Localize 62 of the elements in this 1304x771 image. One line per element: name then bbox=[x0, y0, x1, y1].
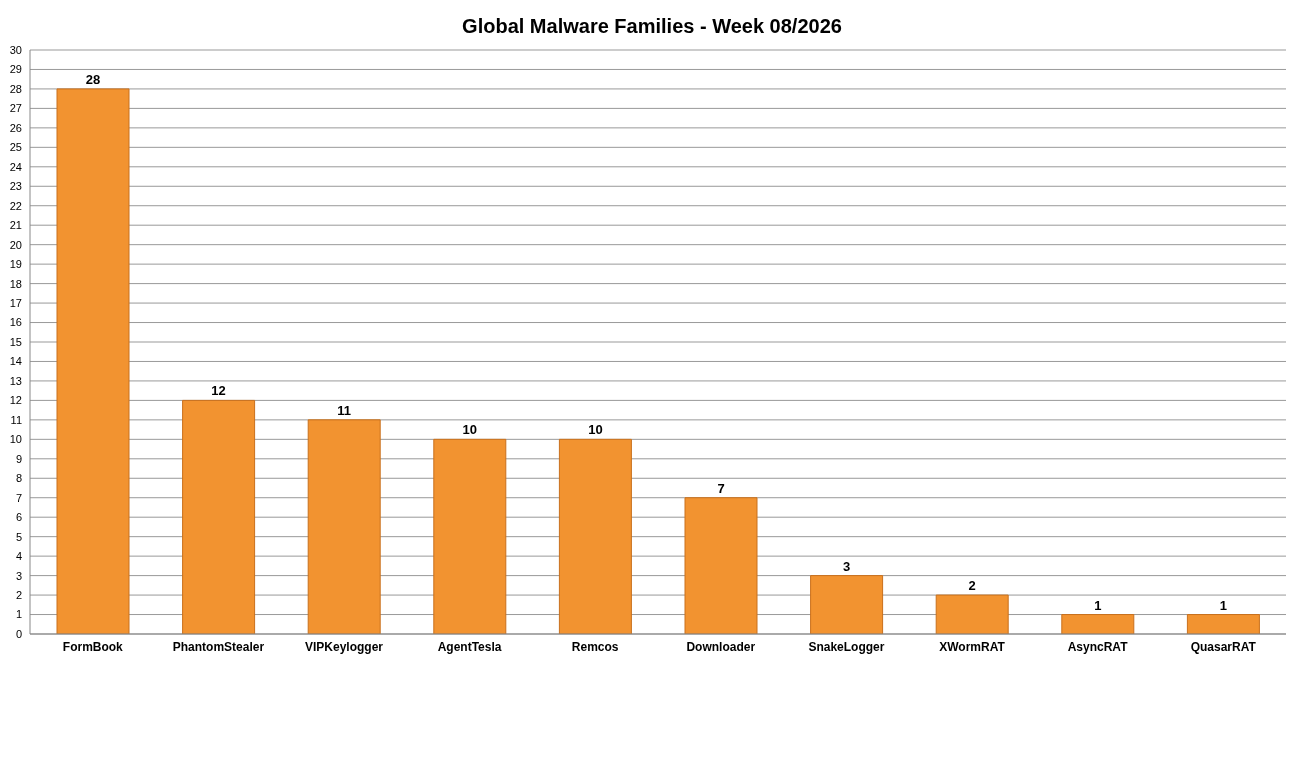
y-tick-label: 30 bbox=[9, 43, 22, 56]
x-tick-label: Remcos bbox=[571, 639, 619, 654]
y-tick-label: 18 bbox=[9, 277, 22, 290]
y-tick-label: 2 bbox=[15, 588, 22, 601]
bar bbox=[1061, 614, 1135, 634]
x-tick-label: VIPKeylogger bbox=[304, 639, 384, 654]
y-tick-label: 1 bbox=[15, 608, 22, 621]
bar bbox=[182, 399, 256, 634]
y-tick-label: 7 bbox=[15, 491, 22, 504]
y-tick-label: 8 bbox=[15, 472, 22, 485]
data-label: 3 bbox=[842, 558, 851, 574]
y-tick-label: 0 bbox=[15, 627, 22, 640]
data-label: 1 bbox=[1094, 597, 1102, 613]
y-tick-label: 14 bbox=[9, 355, 22, 368]
x-tick-label: XWormRAT bbox=[939, 639, 1006, 654]
y-tick-label: 12 bbox=[9, 394, 22, 407]
bar bbox=[433, 438, 507, 634]
y-tick-label: 13 bbox=[9, 374, 22, 387]
y-tick-label: 9 bbox=[15, 452, 22, 465]
y-tick-label: 11 bbox=[10, 413, 22, 426]
bar bbox=[684, 497, 758, 634]
data-label: 28 bbox=[85, 71, 101, 87]
y-tick-label: 24 bbox=[9, 160, 22, 173]
x-tick-label: PhantomStealer bbox=[172, 639, 265, 654]
y-tick-label: 26 bbox=[9, 121, 22, 134]
y-tick-label: 25 bbox=[9, 141, 22, 154]
bar bbox=[1186, 614, 1260, 634]
y-tick-label: 5 bbox=[15, 530, 22, 543]
data-label: 2 bbox=[968, 578, 976, 594]
bar bbox=[935, 594, 1009, 634]
y-tick-label: 10 bbox=[9, 433, 22, 446]
data-label: 12 bbox=[211, 383, 226, 399]
x-tick-label: SnakeLogger bbox=[808, 639, 885, 654]
y-tick-label: 28 bbox=[9, 82, 22, 95]
y-tick-label: 27 bbox=[9, 102, 22, 115]
y-tick-label: 3 bbox=[15, 569, 22, 582]
y-tick-label: 4 bbox=[15, 550, 22, 563]
y-tick-label: 19 bbox=[9, 258, 22, 271]
x-tick-label: FormBook bbox=[62, 639, 124, 654]
y-tick-label: 17 bbox=[9, 296, 22, 309]
data-label: 10 bbox=[588, 422, 603, 438]
y-tick-label: 15 bbox=[9, 335, 22, 348]
y-tick-label: 16 bbox=[9, 316, 22, 329]
bar bbox=[307, 419, 381, 634]
y-tick-label: 6 bbox=[15, 511, 22, 524]
bar bbox=[558, 438, 632, 634]
data-label: 10 bbox=[462, 422, 478, 438]
y-tick-label: 21 bbox=[9, 219, 22, 232]
data-label: 1 bbox=[1219, 597, 1228, 613]
x-tick-label: AsyncRAT bbox=[1067, 639, 1129, 654]
x-tick-label: QuasarRAT bbox=[1190, 639, 1257, 654]
bar bbox=[56, 88, 130, 634]
chart-title: Global Malware Families - Week 08/2026 bbox=[461, 14, 843, 39]
y-tick-label: 23 bbox=[9, 180, 22, 193]
y-tick-label: 22 bbox=[9, 199, 22, 212]
data-label: 7 bbox=[717, 480, 725, 496]
data-label: 11 bbox=[337, 402, 352, 418]
y-tick-label: 20 bbox=[9, 238, 22, 251]
x-tick-label: Downloader bbox=[686, 639, 756, 654]
x-tick-label: AgentTesla bbox=[437, 639, 502, 654]
y-tick-label: 29 bbox=[9, 63, 22, 76]
bar bbox=[810, 575, 884, 634]
